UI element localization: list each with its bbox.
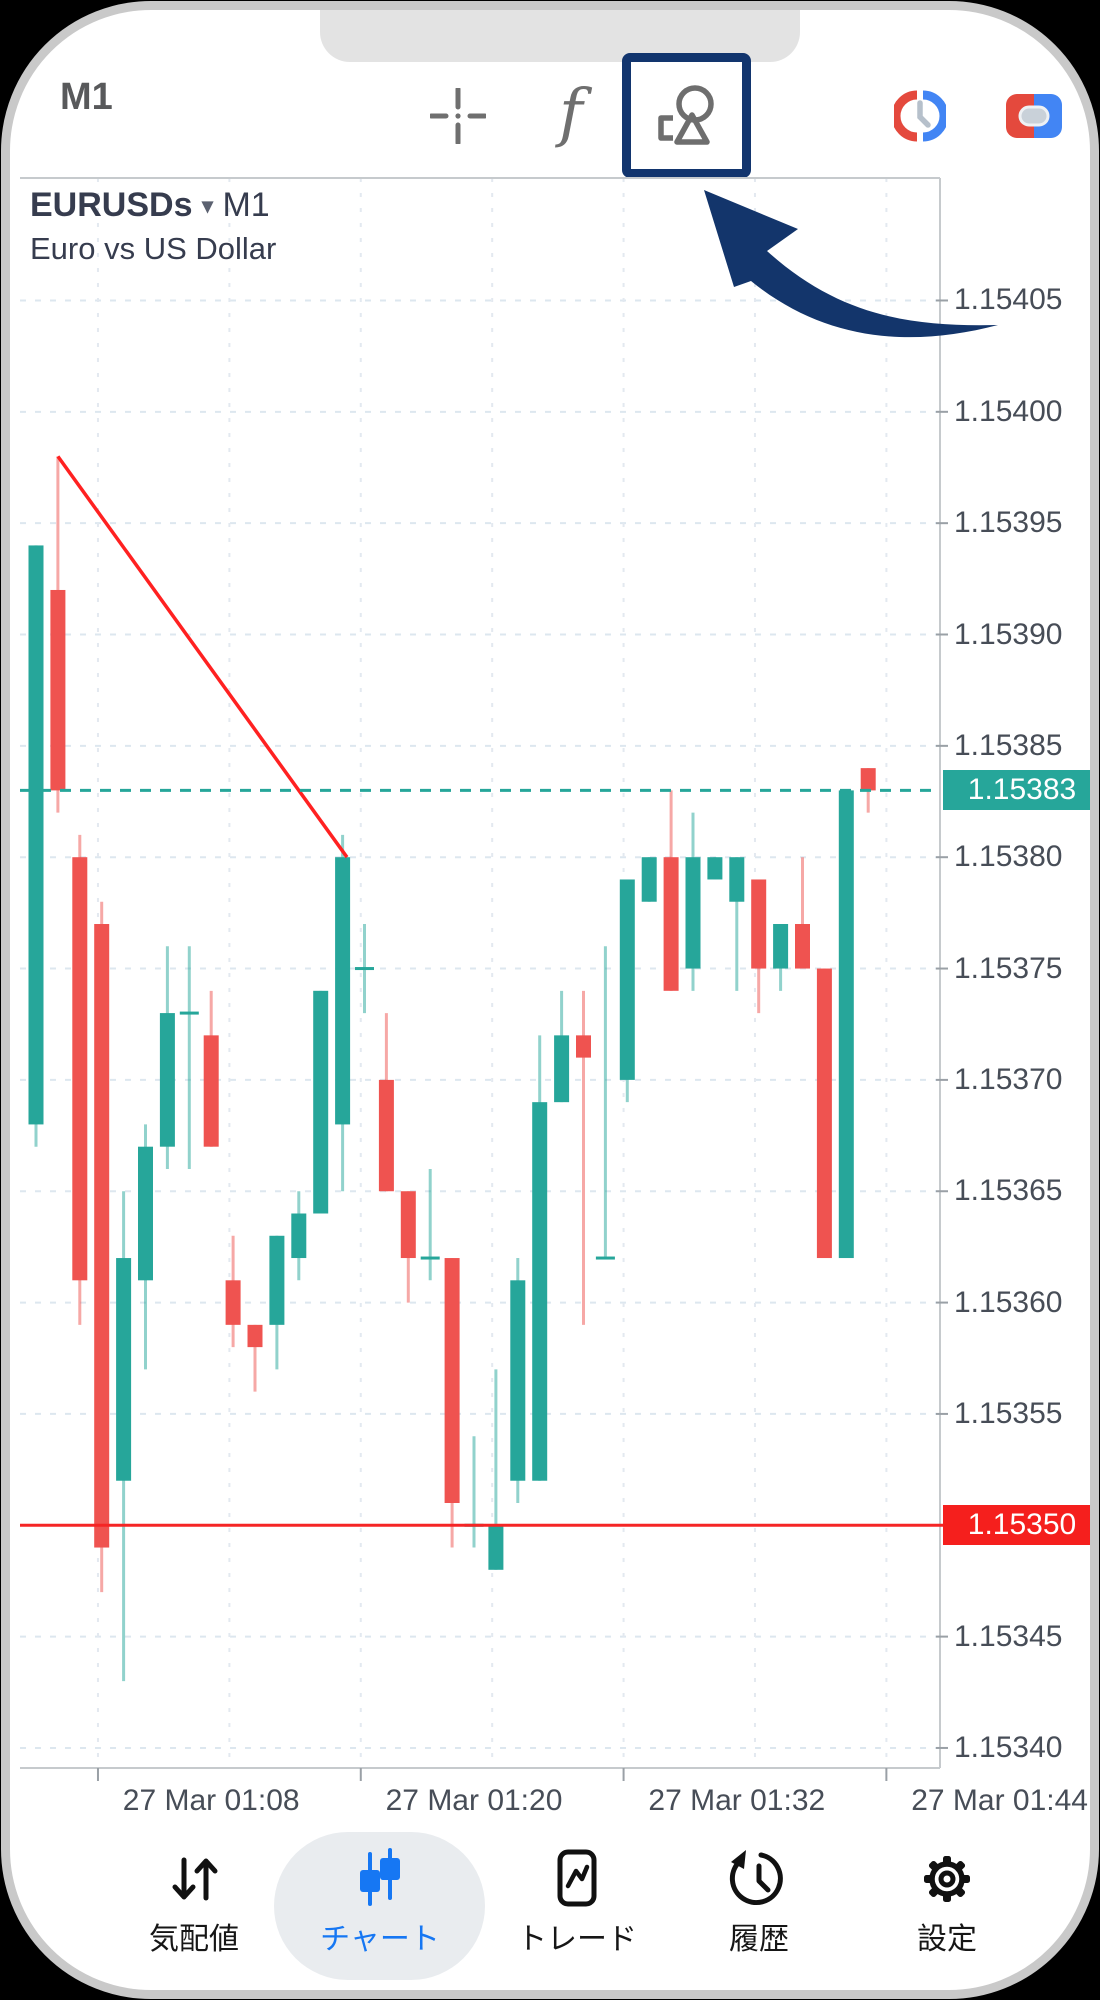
y-axis-label: 1.15380 [954, 840, 1063, 874]
x-axis-label: 27 Mar 01:32 [648, 1784, 826, 1817]
y-axis-label: 1.15375 [954, 951, 1063, 985]
symbol-label[interactable]: EURUSDs [30, 186, 193, 224]
y-axis-label: 1.15385 [954, 728, 1063, 762]
chevron-down-icon[interactable]: ▾ [201, 193, 213, 218]
y-axis-label: 1.15360 [954, 1285, 1063, 1319]
chart-timeframe-label: M1 [222, 186, 270, 224]
y-axis-label: 1.15370 [954, 1062, 1063, 1096]
tab-settings[interactable]: 設定 [847, 1830, 1047, 1990]
x-axis-label: 27 Mar 01:08 [122, 1784, 300, 1817]
objects-icon [658, 85, 714, 145]
tab-trade[interactable]: トレード [477, 1830, 677, 1990]
tab-chart[interactable]: チャート [280, 1830, 480, 1990]
y-axis-label: 1.15395 [954, 506, 1063, 540]
tab-trade-label: トレード [517, 1923, 637, 1956]
candlestick-plot[interactable] [10, 10, 1099, 1999]
tab-history-label: 履歴 [729, 1923, 789, 1956]
settings-gear-icon [924, 1856, 970, 1902]
chart-legend[interactable]: EURUSDs ▾ M1 Euro vs US Dollar [30, 186, 276, 267]
tab-quotes[interactable]: 気配値 [94, 1830, 294, 1990]
price-chart[interactable]: EURUSDs ▾ M1 Euro vs US Dollar 1.15405 1.… [10, 10, 1099, 1999]
current-price-badge: 1.15383 [943, 770, 1090, 811]
history-icon [729, 1850, 783, 1906]
tab-chart-label: チャート [320, 1923, 440, 1956]
y-axis-label: 1.15365 [954, 1174, 1063, 1208]
y-axis-label: 1.15345 [954, 1619, 1063, 1653]
quotes-arrows-icon [172, 1857, 218, 1901]
tab-settings-label: 設定 [917, 1923, 977, 1956]
alert-price-badge: 1.15350 [943, 1505, 1090, 1546]
tab-history[interactable]: 履歴 [659, 1830, 859, 1990]
functions-icon[interactable]: f [545, 72, 601, 158]
market-hours-icon[interactable] [894, 90, 946, 142]
active-tab-highlight [274, 1832, 485, 1980]
tab-quotes-label: 気配値 [149, 1923, 239, 1956]
x-axis-label: 27 Mar 01:44 [911, 1784, 1088, 1817]
y-axis-label: 1.15400 [954, 394, 1063, 428]
crosshair-icon[interactable] [430, 88, 486, 144]
y-axis-label: 1.15340 [954, 1730, 1063, 1764]
x-axis-label: 27 Mar 01:20 [385, 1784, 563, 1817]
trade-icon [557, 1849, 597, 1907]
bottom-navigation: 気配値 チャート トレード [10, 1830, 1090, 1990]
annotation-arrow [704, 190, 998, 338]
y-axis-label: 1.15405 [954, 283, 1063, 317]
timeframe-label[interactable]: M1 [60, 76, 113, 118]
y-axis-label: 1.15390 [954, 617, 1063, 651]
objects-button-highlight[interactable] [622, 53, 751, 178]
one-click-trading-icon[interactable] [1005, 93, 1063, 139]
symbol-description: Euro vs US Dollar [30, 231, 277, 266]
y-axis-label: 1.15355 [954, 1396, 1063, 1430]
chart-candles-icon [360, 1848, 400, 1906]
